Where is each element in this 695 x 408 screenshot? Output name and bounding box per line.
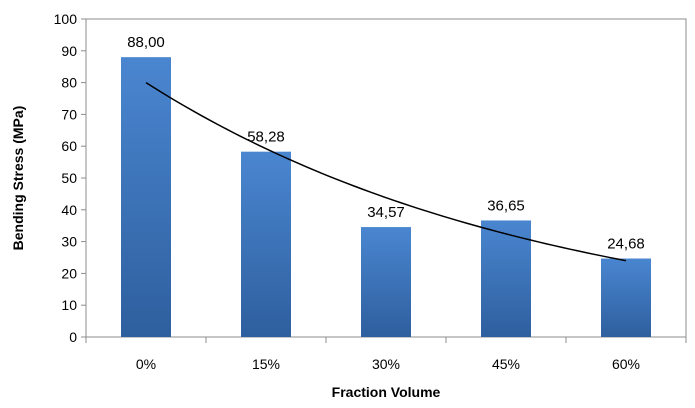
y-tick-label: 100 (54, 11, 78, 27)
y-axis: 0 10 20 30 40 50 60 70 80 90 100 (54, 11, 86, 345)
y-tick-label: 10 (61, 297, 77, 313)
x-tick-label: 30% (372, 356, 400, 372)
y-tick-label: 20 (61, 265, 77, 281)
bar (361, 227, 411, 337)
y-tick-label: 90 (61, 43, 77, 59)
data-labels: 88,00 58,28 34,57 36,65 24,68 (127, 34, 645, 252)
data-label: 34,57 (367, 204, 405, 221)
x-tick-label: 60% (612, 356, 640, 372)
x-tick-label: 15% (252, 356, 280, 372)
x-axis-title: Fraction Volume (332, 384, 441, 400)
x-tick-label: 45% (492, 356, 520, 372)
bar (601, 258, 651, 337)
y-tick-label: 0 (69, 329, 77, 345)
bar (481, 220, 531, 337)
bars (121, 57, 651, 337)
y-tick-label: 50 (61, 170, 77, 186)
bar (121, 57, 171, 337)
y-axis-title: Bending Stress (MPa) (10, 106, 26, 251)
x-tick-label: 0% (136, 356, 156, 372)
data-label: 36,65 (487, 197, 525, 214)
y-tick-label: 40 (61, 202, 77, 218)
y-tick-label: 70 (61, 106, 77, 122)
y-tick-label: 60 (61, 138, 77, 154)
data-label: 58,28 (247, 129, 285, 146)
data-label: 88,00 (127, 34, 165, 51)
trendline (145, 81, 627, 262)
bar (241, 151, 291, 337)
x-axis: 0% 15% 30% 45% 60% (85, 337, 687, 372)
y-tick-label: 30 (61, 234, 77, 250)
y-tick-label: 80 (61, 75, 77, 91)
data-label: 24,68 (607, 236, 645, 253)
